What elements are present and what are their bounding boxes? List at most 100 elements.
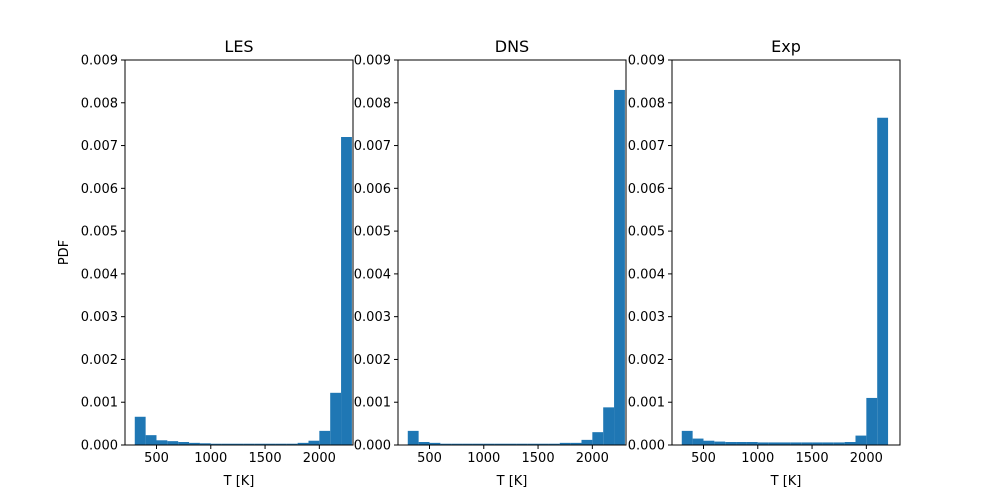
y-tick-label: 0.000 (81, 439, 118, 454)
y-tick-label: 0.005 (354, 225, 391, 240)
histogram-bar (145, 435, 157, 445)
histogram-bar (210, 443, 222, 445)
histogram-bar (167, 441, 179, 445)
y-tick-label: 0.006 (81, 182, 118, 197)
axes-frame (671, 59, 901, 446)
x-tick-label: 1000 (741, 451, 774, 466)
y-tick-label: 0.009 (354, 54, 391, 69)
histogram-bar (877, 117, 889, 445)
histogram-bar (243, 443, 255, 445)
histogram-bar (614, 89, 625, 445)
histogram-bar (703, 440, 715, 445)
histogram-bar (592, 432, 604, 445)
y-tick-label: 0.004 (81, 267, 118, 282)
histogram-bar (308, 440, 320, 445)
histogram-bar (286, 443, 298, 445)
histogram-bar (822, 442, 834, 445)
x-tick-label: 1000 (194, 451, 227, 466)
histogram-bar (801, 442, 813, 445)
y-tick-label: 0.009 (628, 54, 665, 69)
histogram-bar (221, 443, 233, 445)
histogram-bar (559, 442, 571, 445)
histogram-bar (681, 430, 693, 445)
y-tick-label: 0.003 (81, 310, 118, 325)
histogram-bar (275, 443, 287, 445)
histogram-bar (516, 443, 528, 445)
histogram-bar (538, 443, 549, 445)
histogram-bar (736, 442, 747, 445)
histogram-bar (199, 443, 211, 445)
axes-frame (124, 59, 354, 446)
x-tick-label: 1500 (249, 451, 282, 466)
y-tick-label: 0.006 (628, 182, 665, 197)
x-tick-label: 500 (417, 451, 442, 466)
histogram-bar (725, 442, 737, 445)
panel-title: Exp (771, 37, 801, 56)
x-tick-label: 1500 (522, 451, 555, 466)
panel-exp: 0.000 0.001 0.002 0.003 0.004 0.005 0.006 0.007… (628, 37, 901, 489)
histogram-bar (462, 443, 473, 445)
histogram-bar (341, 137, 352, 445)
histogram-bar (779, 442, 791, 445)
y-tick-label: 0.004 (354, 267, 391, 282)
histogram-bar (746, 442, 758, 445)
histogram-bar (483, 443, 495, 445)
y-tick-label: 0.000 (354, 439, 391, 454)
y-tick-label: 0.001 (354, 396, 391, 411)
y-tick-label: 0.003 (354, 310, 391, 325)
y-tick-label: 0.000 (628, 439, 665, 454)
histogram-bar (330, 392, 342, 445)
histogram-bar (768, 442, 780, 445)
y-tick-label: 0.007 (354, 139, 391, 154)
histogram-bar (297, 442, 309, 445)
y-tick-label: 0.002 (81, 353, 118, 368)
histogram-bar (790, 442, 802, 445)
y-tick-label: 0.006 (354, 182, 391, 197)
histogram-bar (407, 430, 419, 445)
histogram-bar (451, 443, 463, 445)
histogram-bar (178, 442, 190, 445)
histogram-bar (866, 397, 878, 445)
histogram-bar (254, 443, 266, 445)
histogram-bar (844, 442, 856, 445)
histogram-bar (812, 442, 823, 445)
x-axis-label: T [K] (770, 474, 802, 489)
histogram-bar (418, 442, 430, 445)
y-tick-label: 0.001 (628, 396, 665, 411)
x-tick-label: 2000 (576, 451, 609, 466)
histogram-bar (472, 443, 484, 445)
histogram-bar (189, 442, 200, 445)
histogram-bar (505, 443, 517, 445)
histogram-bar (570, 442, 582, 445)
histogram-bar (855, 435, 867, 445)
y-tick-label: 0.009 (81, 54, 118, 69)
histogram-bar (603, 407, 615, 445)
y-tick-label: 0.003 (628, 310, 665, 325)
x-axis-label: T [K] (496, 474, 528, 489)
x-tick-label: 1500 (796, 451, 829, 466)
histogram-bar (833, 442, 845, 445)
histogram-bar (714, 441, 726, 445)
x-tick-label: 500 (691, 451, 716, 466)
histogram-bar (134, 416, 146, 445)
y-tick-label: 0.005 (628, 225, 665, 240)
histogram-bar (429, 442, 441, 445)
y-tick-label: 0.007 (81, 139, 118, 154)
y-tick-label: 0.001 (81, 396, 118, 411)
y-tick-label: 0.005 (81, 225, 118, 240)
histogram-bar (581, 439, 593, 445)
panel-dns: 0.000 0.001 0.002 0.003 0.004 0.005 0.006 0.007… (354, 37, 627, 489)
x-tick-label: 1000 (467, 451, 500, 466)
histogram-bar (494, 443, 506, 445)
axes-frame (397, 59, 627, 446)
y-tick-label: 0.008 (354, 96, 391, 111)
histogram-bar (265, 443, 276, 445)
histogram-bar (757, 442, 769, 445)
y-tick-label: 0.007 (628, 139, 665, 154)
histogram-bar (232, 443, 244, 445)
histogram-bar (692, 438, 704, 445)
y-axis-label: PDF (57, 240, 72, 265)
y-tick-label: 0.002 (354, 353, 391, 368)
